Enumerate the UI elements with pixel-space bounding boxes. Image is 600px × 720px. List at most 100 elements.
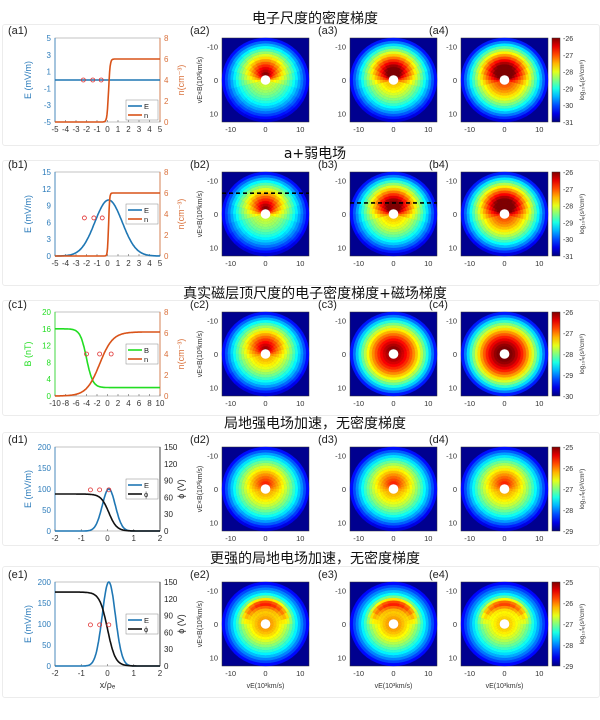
x-tick-label: -10 bbox=[464, 259, 475, 268]
y-tick-label: -10 bbox=[335, 451, 346, 460]
heatmap-cell bbox=[432, 79, 438, 92]
left-tick-label: 150 bbox=[38, 599, 52, 608]
panel-label: (d4) bbox=[429, 434, 449, 446]
legend-label: E bbox=[144, 102, 149, 111]
center-hole bbox=[388, 484, 399, 494]
right-tick-label: 150 bbox=[164, 578, 178, 587]
y-tick-label: -10 bbox=[446, 316, 457, 325]
left-tick-label: 0 bbox=[47, 252, 52, 261]
panel-label: (a2) bbox=[190, 25, 210, 37]
y-tick-label: 10 bbox=[210, 384, 218, 393]
left-tick-label: 0 bbox=[47, 527, 52, 536]
x-tick-label: 0 bbox=[263, 534, 267, 543]
legend-label: ϕ bbox=[144, 490, 148, 499]
y-tick-label: -10 bbox=[446, 176, 457, 185]
panel-label: (b1) bbox=[8, 159, 28, 171]
x-tick-label: -10 bbox=[225, 125, 236, 134]
x-tick-label: 10 bbox=[535, 125, 543, 134]
x-tick-label: 10 bbox=[424, 259, 432, 268]
legend-label: B bbox=[144, 346, 149, 355]
right-tick-label: 30 bbox=[164, 645, 173, 654]
row-title-b: a+弱电场 bbox=[283, 146, 347, 162]
y-tick-label: 10 bbox=[449, 519, 457, 528]
right-tick-label: 8 bbox=[164, 308, 169, 317]
x-tick-label: -10 bbox=[464, 399, 475, 408]
left-tick-label: -1 bbox=[44, 84, 52, 93]
colorbar-tick-label: -27 bbox=[563, 53, 573, 60]
colorbar-label: log₁₀fₑ(s³/cm⁶) bbox=[579, 469, 586, 510]
x-tick-label: 0 bbox=[263, 399, 267, 408]
x-tick-label: 5 bbox=[158, 125, 163, 134]
x-tick-label: 6 bbox=[137, 399, 142, 408]
colorbar-tick-label: -31 bbox=[563, 120, 573, 127]
x-tick-label: 10 bbox=[424, 125, 432, 134]
center-hole bbox=[388, 349, 399, 359]
right-tick-label: 30 bbox=[164, 510, 173, 519]
panel-label: (b4) bbox=[429, 159, 449, 171]
colorbar-tick-label: -25 bbox=[563, 445, 573, 452]
colorbar-label: log₁₀fₑ(s³/cm⁶) bbox=[579, 334, 586, 375]
left-tick-label: 20 bbox=[42, 308, 51, 317]
left-tick-label: 0 bbox=[47, 662, 52, 671]
colorbar-tick-label: -29 bbox=[563, 86, 573, 93]
left-tick-label: 100 bbox=[38, 620, 52, 629]
center-hole bbox=[499, 75, 510, 85]
colorbar-tick-label: -31 bbox=[563, 254, 573, 261]
y-tick-label: 10 bbox=[210, 519, 218, 528]
x-tick-label: 0 bbox=[105, 534, 110, 543]
right-tick-label: 0 bbox=[164, 252, 169, 261]
panel-label: (c4) bbox=[429, 299, 448, 311]
center-hole bbox=[388, 209, 399, 219]
x-tick-label: 0 bbox=[105, 259, 110, 268]
y-tick-label: 10 bbox=[338, 384, 346, 393]
center-hole bbox=[260, 349, 271, 359]
x-tick-label: 4 bbox=[147, 125, 152, 134]
y-tick-label: 0 bbox=[453, 210, 457, 219]
left-tick-label: 8 bbox=[47, 358, 52, 367]
right-tick-label: 150 bbox=[164, 443, 178, 452]
panel-label: (d2) bbox=[190, 434, 210, 446]
x-tick-label: 2 bbox=[126, 259, 131, 268]
center-hole bbox=[499, 209, 510, 219]
x-tick-label: 10 bbox=[535, 399, 543, 408]
x-tick-label: -2 bbox=[83, 259, 91, 268]
x-tick-label: 0 bbox=[391, 259, 395, 268]
x-tick-label: 1 bbox=[132, 669, 137, 678]
colorbar-tick-label: -27 bbox=[563, 487, 573, 494]
y-tick-label: 0 bbox=[342, 210, 346, 219]
y-tick-label: 0 bbox=[214, 210, 218, 219]
x-tick-label: 4 bbox=[126, 399, 131, 408]
x-tick-label: 10 bbox=[424, 534, 432, 543]
legend-label: E bbox=[144, 206, 149, 215]
right-axis-label: n(cm⁻³) bbox=[176, 199, 186, 230]
colorbar-tick-label: -28 bbox=[563, 352, 573, 359]
x-tick-label: 3 bbox=[137, 125, 142, 134]
x-tick-label: -1 bbox=[93, 259, 101, 268]
panel-label: (e2) bbox=[190, 569, 210, 581]
y-tick-label: 0 bbox=[214, 76, 218, 85]
x-tick-label: -5 bbox=[51, 125, 59, 134]
colorbar-tick-label: -26 bbox=[563, 170, 573, 177]
left-tick-label: 100 bbox=[38, 485, 52, 494]
left-tick-label: 9 bbox=[47, 202, 52, 211]
x-tick-label: -6 bbox=[72, 399, 80, 408]
right-tick-label: 90 bbox=[164, 612, 173, 621]
x-tick-label: 0 bbox=[105, 669, 110, 678]
x-tick-label: 0 bbox=[263, 125, 267, 134]
left-tick-label: -5 bbox=[44, 118, 52, 127]
x-tick-label: -10 bbox=[225, 534, 236, 543]
x-tick-label: 0 bbox=[263, 259, 267, 268]
left-tick-label: 12 bbox=[42, 342, 51, 351]
left-tick-label: -3 bbox=[44, 101, 52, 110]
legend-label: E bbox=[144, 481, 149, 490]
x-tick-label: 2 bbox=[126, 125, 131, 134]
panel-label: (c3) bbox=[318, 299, 337, 311]
